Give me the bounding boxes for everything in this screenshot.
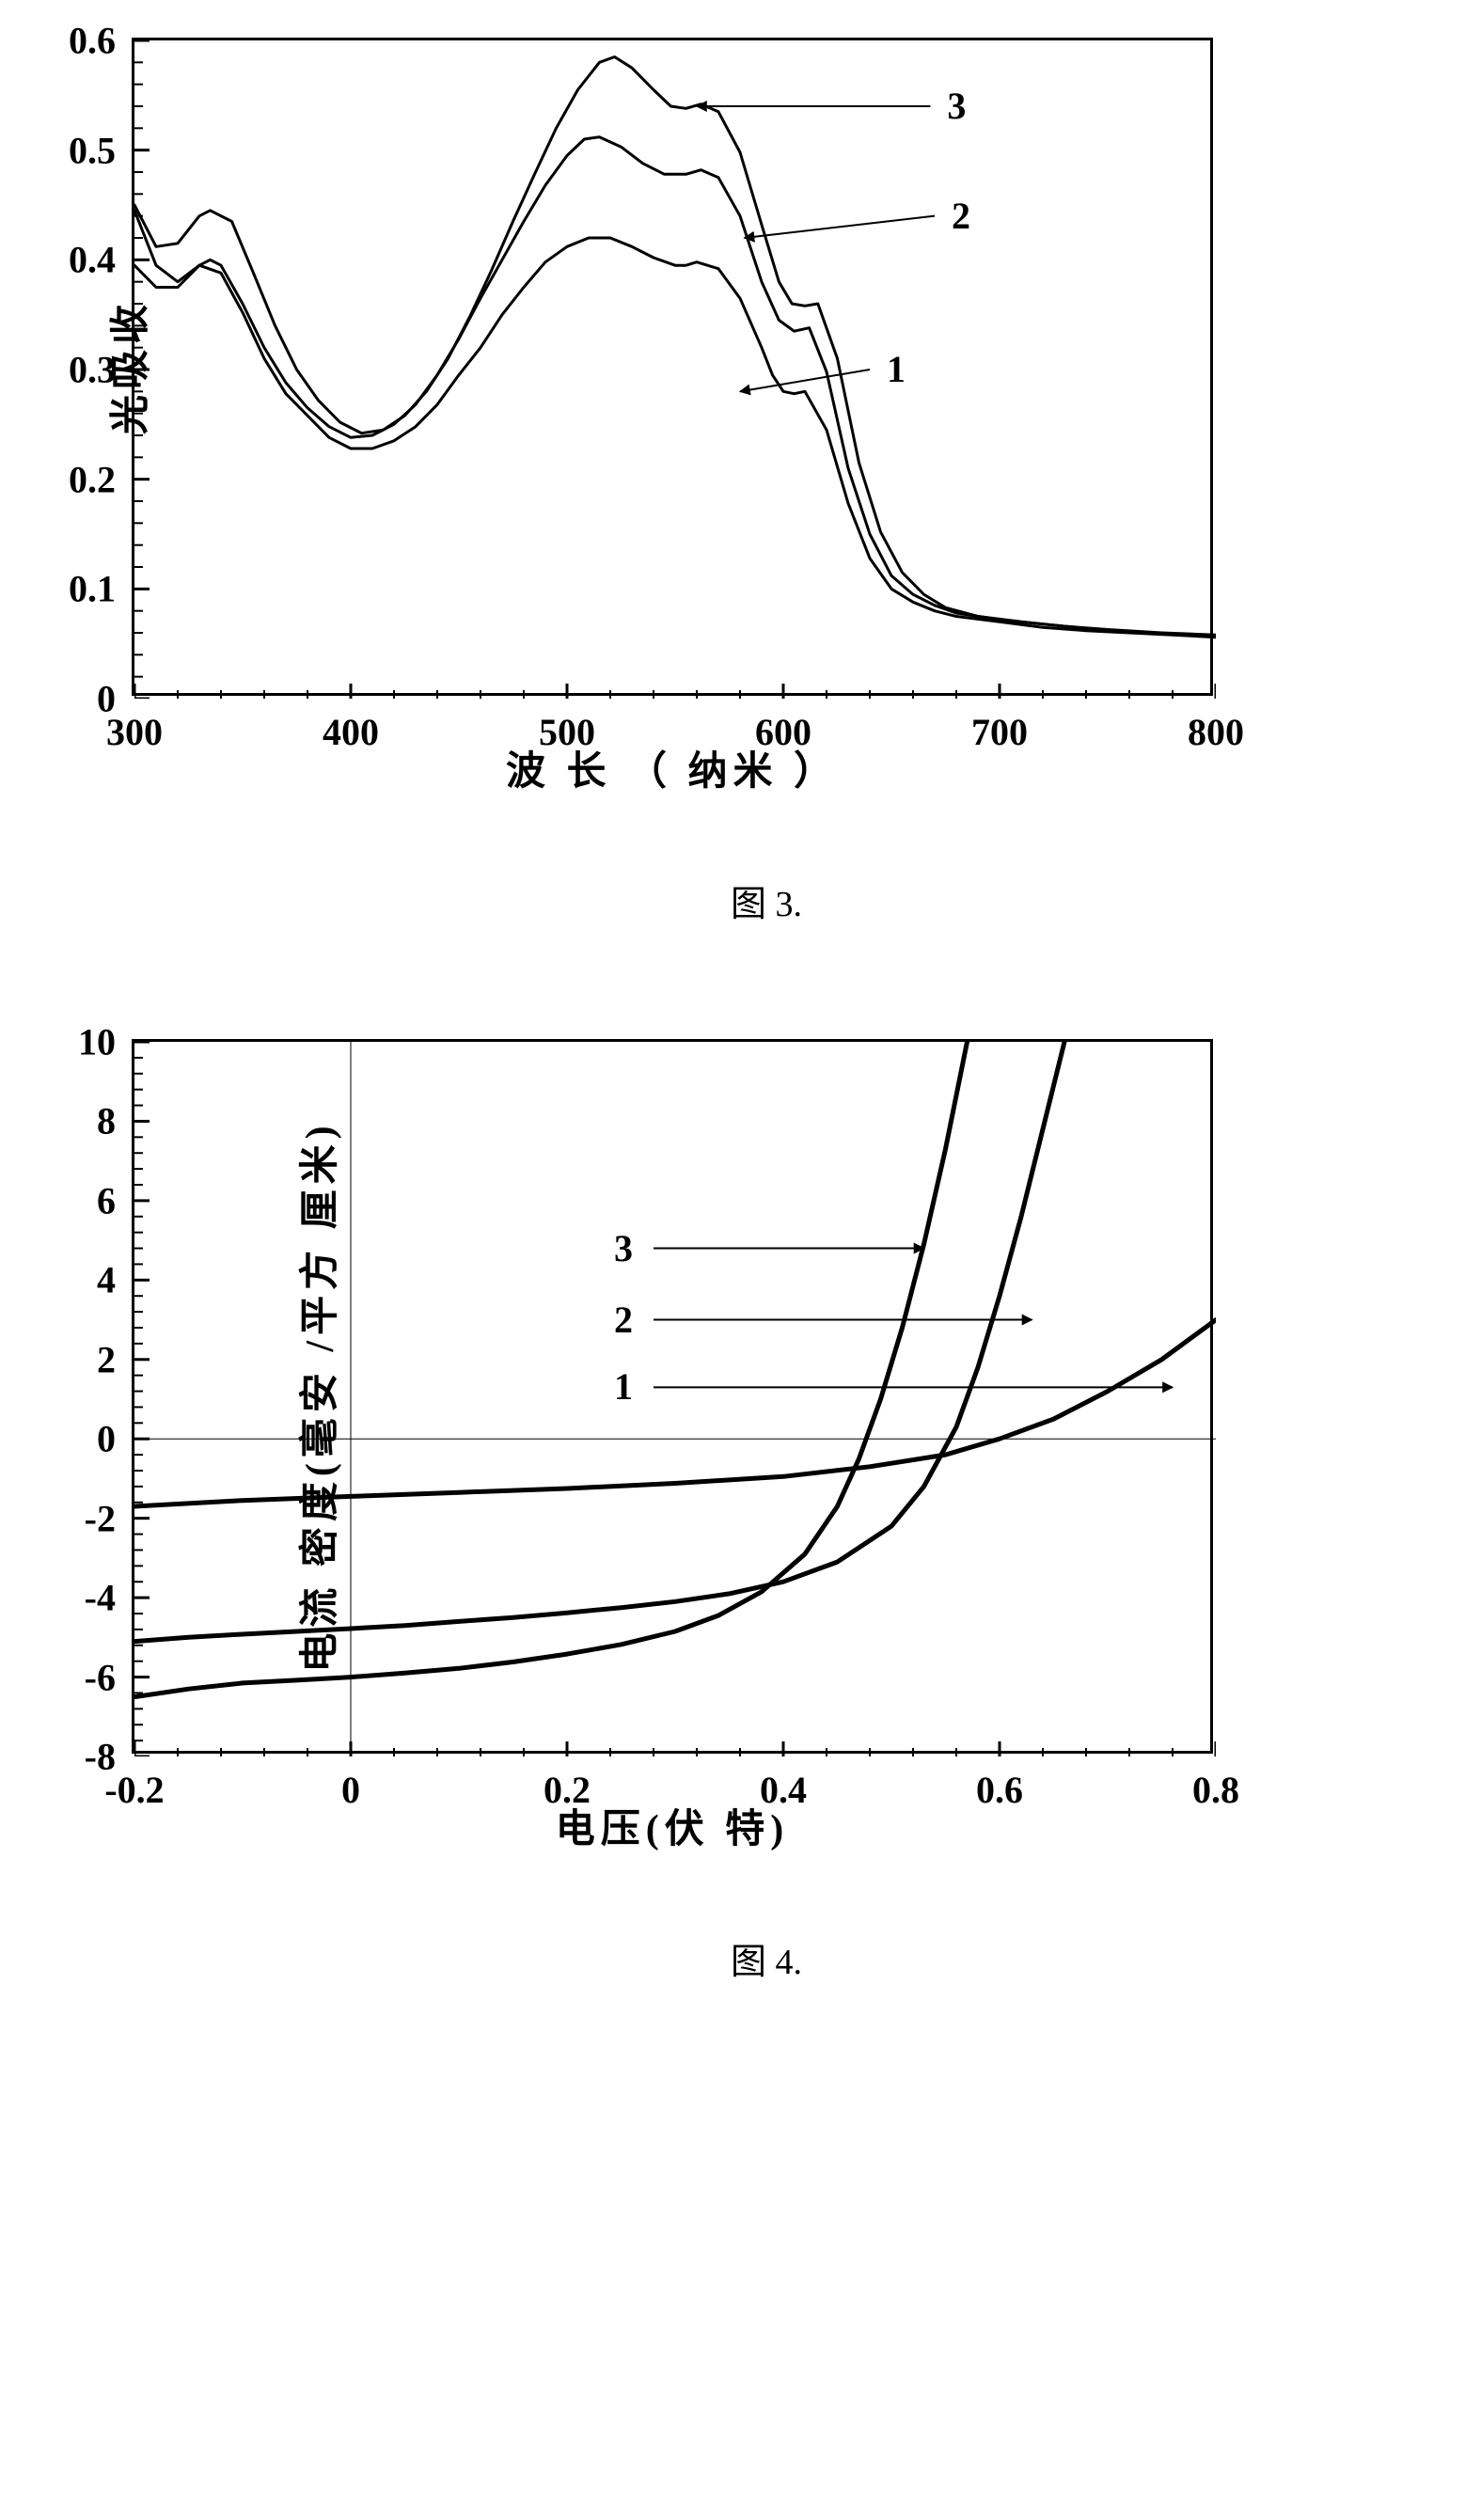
y-tick-label: 0.1	[69, 567, 116, 611]
figure-4: 电流 密度(毫安 /平方 厘米) 电压(伏 特) -0.200.20.40.60…	[132, 1039, 1401, 1984]
y-tick-label: -6	[85, 1655, 116, 1699]
figure-3: 光吸收 波 长 （ 纳米 ） 30040050060070080000.10.2…	[132, 38, 1401, 926]
series-label: 3	[614, 1226, 633, 1270]
y-tick-label: 0	[97, 1417, 116, 1461]
y-tick-label: 0.3	[69, 348, 116, 392]
x-tick-label: 0.6	[976, 1768, 1023, 1812]
figure-3-plotbox: 光吸收 波 长 （ 纳米 ） 30040050060070080000.10.2…	[132, 38, 1213, 696]
x-tick-label: 0.8	[1192, 1768, 1239, 1812]
y-tick-label: -8	[85, 1735, 116, 1779]
figure-4-caption: 图 4.	[132, 1932, 1401, 1984]
figure-3-caption: 图 3.	[132, 874, 1401, 926]
series-label: 1	[887, 347, 906, 391]
y-tick-label: 8	[97, 1099, 116, 1143]
figure-4-ylabel: 电流 密度(毫安 /平方 厘米)	[288, 1120, 345, 1672]
figure-3-svg	[134, 40, 1216, 699]
series-label: 3	[947, 84, 966, 128]
y-tick-label: 0.2	[69, 457, 116, 501]
x-tick-label: 600	[755, 710, 811, 754]
y-tick-label: 0.5	[69, 128, 116, 172]
x-tick-label: 0.2	[544, 1768, 591, 1812]
figure-4-xlabel: 电压(伏 特)	[556, 1797, 789, 1854]
series-label: 2	[952, 194, 970, 238]
y-tick-label: -4	[85, 1576, 116, 1620]
y-tick-label: 2	[97, 1337, 116, 1381]
x-tick-label: 0	[341, 1768, 360, 1812]
series-label: 1	[614, 1364, 633, 1409]
series-label: 2	[614, 1298, 633, 1342]
x-tick-label: 800	[1188, 710, 1244, 754]
y-tick-label: 6	[97, 1178, 116, 1222]
y-tick-label: 0.4	[69, 238, 116, 282]
y-tick-label: -2	[85, 1496, 116, 1540]
y-tick-label: 4	[97, 1258, 116, 1302]
x-tick-label: 400	[323, 710, 379, 754]
x-tick-label: 700	[971, 710, 1028, 754]
figure-4-plotbox: 电流 密度(毫安 /平方 厘米) 电压(伏 特) -0.200.20.40.60…	[132, 1039, 1213, 1754]
y-tick-label: 10	[78, 1020, 116, 1064]
y-tick-label: 0	[97, 677, 116, 721]
x-tick-label: 500	[539, 710, 595, 754]
x-tick-label: 0.4	[760, 1768, 807, 1812]
y-tick-label: 0.6	[69, 19, 116, 63]
